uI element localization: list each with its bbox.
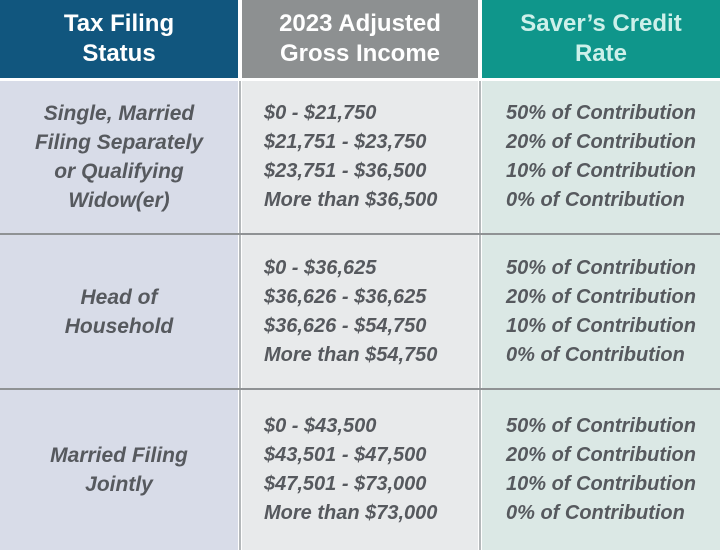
- income-cell-single: $0 - $21,750 $21,751 - $23,750 $23,751 -…: [242, 81, 478, 233]
- status-cell-head-of-household: Head of Household: [0, 235, 238, 388]
- column-divider: [478, 235, 482, 388]
- rate-cell-head-of-household: 50% of Contribution 20% of Contribution …: [482, 235, 720, 388]
- column-divider: [238, 81, 242, 233]
- rate-cell-single: 50% of Contribution 20% of Contribution …: [482, 81, 720, 233]
- row-divider: [0, 233, 720, 235]
- income-cell-head-of-household: $0 - $36,625 $36,626 - $36,625 $36,626 -…: [242, 235, 478, 388]
- header-savers-credit-rate: Saver’s Credit Rate: [482, 0, 720, 78]
- status-cell-married-filing-jointly: Married Filing Jointly: [0, 390, 238, 550]
- row-divider: [0, 388, 720, 390]
- column-divider: [238, 235, 242, 388]
- rate-cell-married-filing-jointly: 50% of Contribution 20% of Contribution …: [482, 390, 720, 550]
- income-cell-married-filing-jointly: $0 - $43,500 $43,501 - $47,500 $47,501 -…: [242, 390, 478, 550]
- header-tax-filing-status: Tax Filing Status: [0, 0, 238, 78]
- status-cell-single: Single, Married Filing Separately or Qua…: [0, 81, 238, 233]
- column-divider: [238, 390, 242, 550]
- column-divider: [478, 390, 482, 550]
- header-adjusted-gross-income: 2023 Adjusted Gross Income: [242, 0, 478, 78]
- column-divider: [478, 81, 482, 233]
